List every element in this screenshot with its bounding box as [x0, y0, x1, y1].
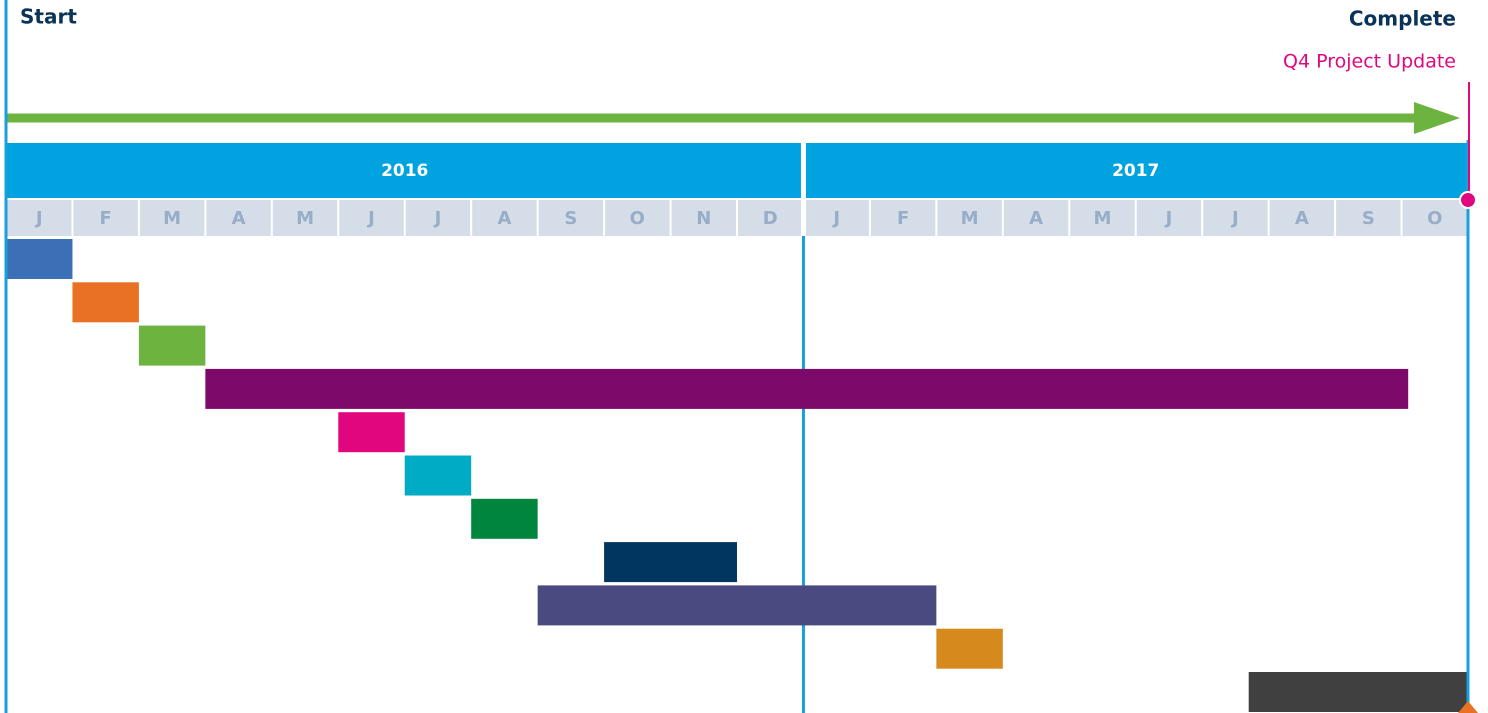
year-label: 2016 — [381, 161, 428, 181]
task-bar — [205, 368, 1409, 409]
month-label: D — [763, 208, 778, 229]
month-cell — [139, 200, 205, 236]
month-cell — [1402, 200, 1467, 236]
complete-label: Complete — [1349, 7, 1456, 31]
month-cell — [1203, 200, 1268, 236]
month-cell — [605, 200, 670, 236]
task-bar — [936, 628, 1003, 669]
month-label: A — [1295, 208, 1309, 229]
year-label: 2017 — [1112, 161, 1159, 181]
milestone-dot — [1459, 191, 1477, 209]
month-label: J — [831, 208, 840, 229]
month-label: S — [1362, 208, 1375, 229]
month-cell — [405, 200, 471, 236]
start-label: Start — [20, 5, 77, 29]
end-marker — [1458, 701, 1478, 713]
milestone-label: Q4 Project Update — [1283, 51, 1456, 73]
task-bar — [404, 455, 472, 496]
month-cell — [73, 200, 138, 236]
task-bar — [537, 585, 937, 626]
month-label: M — [163, 208, 181, 229]
month-label: J — [433, 208, 442, 229]
month-label: O — [630, 208, 645, 229]
month-label: J — [1230, 208, 1239, 229]
month-cell — [7, 200, 72, 236]
month-cell — [206, 200, 271, 236]
month-label: A — [232, 208, 246, 229]
year-band — [803, 143, 1468, 198]
month-cell — [804, 200, 869, 236]
arrow-head — [1414, 102, 1460, 134]
task-bar — [1248, 672, 1468, 712]
month-cell — [1136, 200, 1202, 236]
month-label: F — [897, 208, 909, 229]
month-cell — [1070, 200, 1135, 236]
month-cell — [937, 200, 1002, 236]
month-label: A — [1029, 208, 1043, 229]
month-label: S — [564, 208, 577, 229]
task-bar — [138, 325, 206, 366]
month-label: J — [1164, 208, 1173, 229]
year-band — [6, 143, 804, 198]
month-label: M — [1094, 208, 1112, 229]
task-bar — [604, 542, 737, 583]
month-label: M — [961, 208, 979, 229]
task-bar — [72, 282, 139, 323]
month-label: O — [1427, 208, 1442, 229]
month-label: J — [366, 208, 375, 229]
month-label: A — [497, 208, 511, 229]
month-cell — [538, 200, 604, 236]
month-label: J — [34, 208, 43, 229]
month-cell — [1003, 200, 1069, 236]
task-bar — [338, 412, 405, 453]
month-cell — [1336, 200, 1401, 236]
month-label: F — [100, 208, 112, 229]
month-cell — [472, 200, 537, 236]
month-cell — [1269, 200, 1335, 236]
month-label: M — [296, 208, 314, 229]
month-cell — [339, 200, 404, 236]
task-bar — [471, 498, 538, 539]
month-cell — [671, 200, 736, 236]
month-label: N — [696, 208, 711, 229]
month-cell — [272, 200, 338, 236]
task-bar — [6, 239, 73, 279]
month-cell — [870, 200, 936, 236]
month-cell — [738, 200, 803, 236]
